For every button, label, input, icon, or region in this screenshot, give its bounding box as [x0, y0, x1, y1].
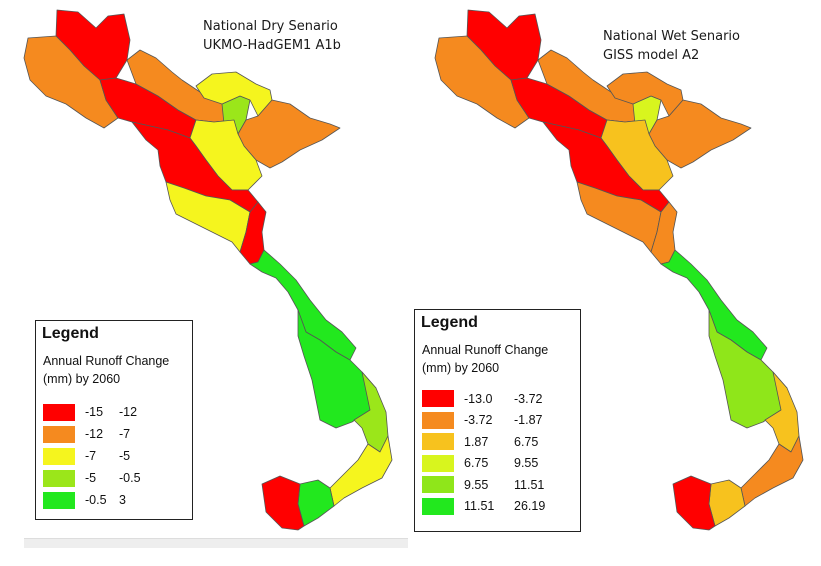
- legend-range-low: 11.51: [464, 499, 495, 514]
- legend-range-high: 3: [119, 493, 126, 507]
- dry-scenario-title: National Dry Senario UKMO-HadGEM1 A1b: [203, 17, 341, 55]
- legend-swatch: [422, 411, 454, 429]
- legend-rows: -13.0 -3.72 -3.72 -1.87 1.87 6.75 6.75 9…: [422, 388, 545, 517]
- region-southeast: [740, 435, 804, 507]
- legend-range-low: -3.72: [464, 413, 493, 428]
- legend-subtitle: Annual Runoff Change (mm) by 2060: [43, 352, 193, 388]
- bottom-divider: [24, 538, 408, 548]
- legend-range-low: -7: [85, 449, 97, 463]
- legend-range-high: 11.51: [514, 477, 545, 492]
- legend-range-high: -12: [119, 405, 138, 419]
- legend-swatch: [422, 390, 454, 408]
- legend-swatch: [43, 469, 75, 487]
- dry-scenario-map-panel: National Dry Senario UKMO-HadGEM1 A1b Le…: [0, 0, 410, 548]
- region-mekong-delta: [297, 479, 335, 527]
- legend-range-low: -12: [85, 427, 104, 441]
- legend-swatch: [422, 454, 454, 472]
- region-northwest-west: [23, 35, 119, 129]
- legend-range-low: 1.87: [464, 434, 489, 449]
- legend-rows: -15 -12 -12 -7 -7 -5 -5 -0.5 -0.5 3: [43, 401, 141, 511]
- region-central-coast: [249, 249, 357, 361]
- legend-range-low: -15: [85, 405, 104, 419]
- legend-range-high: -3.72: [514, 391, 543, 406]
- region-northwest-west: [434, 35, 530, 129]
- wet-scenario-map: [434, 9, 804, 531]
- legend-subtitle: Annual Runoff Change (mm) by 2060: [422, 341, 572, 377]
- legend-row: -12 -7: [43, 423, 141, 445]
- legend-row: 11.51 26.19: [422, 496, 545, 518]
- legend-row: 1.87 6.75: [422, 431, 545, 453]
- region-mekong-delta: [708, 479, 746, 527]
- legend-range-low: 9.55: [464, 477, 489, 492]
- legend-swatch: [422, 476, 454, 494]
- legend-subtitle-line1: Annual Runoff Change: [43, 354, 170, 368]
- legend-subtitle-line2: (mm) by 2060: [422, 361, 500, 375]
- legend-range-high: 26.19: [514, 499, 546, 514]
- legend-row: -7 -5: [43, 445, 141, 467]
- legend-title: Legend: [421, 314, 478, 331]
- legend-swatch: [43, 491, 75, 509]
- legend-title: Legend: [42, 325, 99, 342]
- legend-swatch: [43, 447, 75, 465]
- legend-row: -0.5 3: [43, 489, 141, 511]
- wet-scenario-legend: Legend Annual Runoff Change (mm) by 2060…: [414, 309, 581, 532]
- legend-subtitle-line1: Annual Runoff Change: [422, 343, 549, 357]
- legend-row: -15 -12: [43, 401, 141, 423]
- wet-scenario-title-line2: GISS model A2: [603, 48, 700, 63]
- legend-range-high: 6.75: [514, 434, 539, 449]
- legend-range-high: 9.55: [514, 456, 539, 471]
- wet-scenario-title-line1: National Wet Senario: [603, 29, 740, 44]
- legend-row: -3.72 -1.87: [422, 410, 545, 432]
- dry-scenario-title-line1: National Dry Senario: [203, 19, 338, 34]
- dry-scenario-title-line2: UKMO-HadGEM1 A1b: [203, 38, 341, 53]
- legend-range-low: -5: [85, 471, 97, 485]
- region-central-coast: [660, 249, 768, 361]
- legend-range-low: -0.5: [85, 493, 107, 507]
- legend-row: -13.0 -3.72: [422, 388, 545, 410]
- legend-swatch: [43, 425, 75, 443]
- dry-scenario-map: [23, 9, 393, 531]
- legend-swatch: [43, 403, 75, 421]
- legend-range-high: -7: [119, 427, 131, 441]
- wet-scenario-title: National Wet Senario GISS model A2: [603, 27, 740, 65]
- legend-range-low: -13.0: [464, 391, 493, 406]
- region-ca-mau: [261, 475, 305, 531]
- legend-range-high: -5: [119, 449, 131, 463]
- region-southeast: [329, 435, 393, 507]
- legend-swatch: [422, 433, 454, 451]
- legend-subtitle-line2: (mm) by 2060: [43, 372, 121, 386]
- dry-scenario-legend: Legend Annual Runoff Change (mm) by 2060…: [35, 320, 193, 520]
- legend-swatch: [422, 497, 454, 515]
- region-ca-mau: [672, 475, 716, 531]
- legend-row: 9.55 11.51: [422, 474, 545, 496]
- legend-range-high: -0.5: [119, 471, 141, 485]
- wet-scenario-map-panel: National Wet Senario GISS model A2 Legen…: [412, 0, 821, 548]
- legend-range-low: 6.75: [464, 456, 489, 471]
- legend-range-high: -1.87: [514, 413, 543, 428]
- legend-row: 6.75 9.55: [422, 453, 545, 475]
- legend-row: -5 -0.5: [43, 467, 141, 489]
